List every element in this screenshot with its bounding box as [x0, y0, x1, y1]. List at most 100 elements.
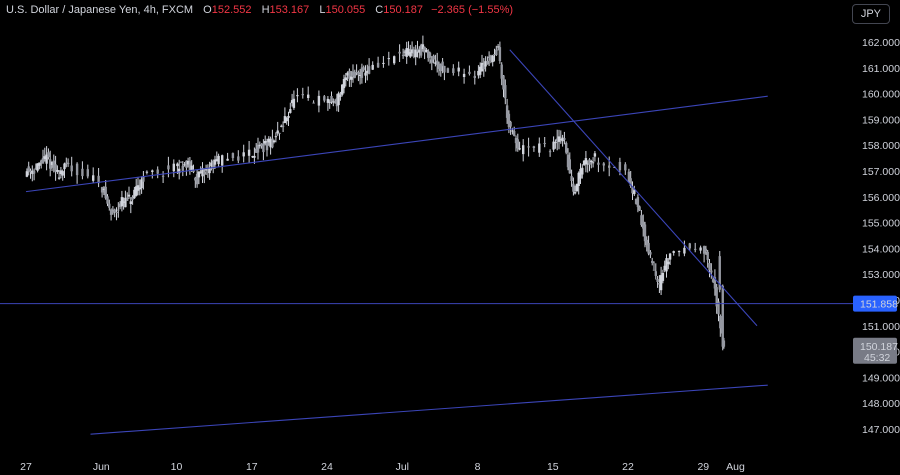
candle-body [242, 152, 245, 157]
candle-body [658, 283, 661, 285]
candle-body [694, 248, 697, 250]
candle-body [287, 116, 290, 118]
price-tick-label: 149.000 [862, 372, 900, 384]
candle-body [104, 186, 107, 199]
candle-body [348, 70, 351, 79]
candle-body [301, 94, 304, 96]
candle-body [661, 273, 665, 281]
candle-body [636, 197, 640, 208]
candle-body [721, 285, 724, 347]
candle-body [281, 125, 285, 127]
candle-body [608, 165, 611, 168]
candle-body [367, 66, 371, 74]
candle-body [212, 160, 215, 169]
candle-body [407, 48, 410, 55]
candle-body [350, 76, 353, 80]
low-value: 150.055 [325, 4, 366, 16]
candle-body [341, 84, 344, 95]
candle-body [645, 239, 648, 246]
candle-body [652, 269, 656, 271]
candle-body [183, 164, 186, 166]
candle-body [133, 189, 136, 199]
price-tick-label: 153.000 [862, 269, 900, 281]
candle-body [513, 131, 516, 136]
candle-body [640, 215, 643, 225]
candle-body [25, 171, 29, 177]
candlestick-series [25, 35, 726, 351]
candle-body [312, 102, 315, 104]
candle-body [65, 162, 68, 164]
candle-body [151, 170, 154, 172]
candle-body [717, 301, 720, 315]
candle-body [702, 246, 706, 254]
candle-body [337, 93, 340, 106]
candle-body [247, 149, 251, 156]
candle-body [344, 77, 347, 80]
candle-body [210, 162, 213, 167]
candle-body [704, 248, 708, 252]
candle-body [353, 72, 356, 78]
countdown-text: 45:32 [864, 352, 890, 364]
time-tick-label: 22 [622, 461, 634, 473]
price-tick-label: 156.000 [862, 192, 900, 204]
candle-body [172, 163, 175, 172]
candle-body [142, 176, 145, 182]
candle-body [505, 105, 509, 118]
candle-body [618, 162, 622, 171]
candle-body [188, 161, 192, 171]
candle-body [278, 132, 281, 134]
last-price-text: 150.187 [860, 341, 898, 353]
candle-body [206, 167, 210, 171]
open-value: 152.552 [211, 4, 252, 16]
high-label: H [261, 4, 270, 16]
candle-body [677, 251, 681, 253]
candle-body [366, 70, 369, 73]
candle-body [538, 143, 541, 153]
candle-body [231, 153, 235, 158]
candle-body [328, 101, 331, 103]
candle-body [418, 50, 421, 53]
candle-body [699, 247, 702, 251]
candle-body [267, 138, 270, 143]
candle-body [409, 52, 412, 57]
candle-body [195, 174, 199, 185]
candle-body [688, 243, 691, 249]
candle-body [477, 70, 480, 76]
candle-body [122, 201, 125, 203]
candle-body [486, 60, 489, 65]
candle-body [129, 201, 132, 204]
candle-body [556, 138, 559, 142]
candle-body [253, 155, 256, 158]
time-tick-label: 15 [547, 461, 559, 473]
currency-button[interactable]: JPY [851, 4, 890, 24]
candle-body [436, 60, 439, 65]
candle-body [718, 256, 721, 290]
candle-body [362, 67, 365, 71]
price-tick-label: 151.000 [862, 321, 900, 333]
candle-body [403, 51, 407, 53]
candle-body [563, 138, 566, 140]
candle-body [504, 85, 507, 99]
candle-body [237, 156, 240, 161]
candle-body [647, 242, 650, 254]
price-axis[interactable]: 147.000148.000149.000150.000151.000152.0… [853, 0, 900, 455]
candle-body [668, 253, 672, 260]
candle-body [41, 157, 45, 164]
candle-body [715, 287, 718, 307]
time-axis[interactable]: 27 Jun 10 17 24 Jul 8 15 22 29 Aug [20, 461, 745, 473]
candle-body [332, 101, 335, 103]
candle-body [280, 125, 283, 127]
candle-body [425, 49, 428, 52]
candle-body [203, 171, 206, 175]
candle-body [430, 59, 433, 63]
candle-body [387, 58, 390, 60]
price-axis-bg [853, 0, 900, 455]
candle-body [179, 161, 183, 163]
candle-body [255, 148, 258, 153]
price-tick-label: 158.000 [862, 140, 900, 152]
trendlines [0, 49, 853, 435]
candle-body [437, 63, 441, 69]
level-price-tag [853, 295, 897, 312]
